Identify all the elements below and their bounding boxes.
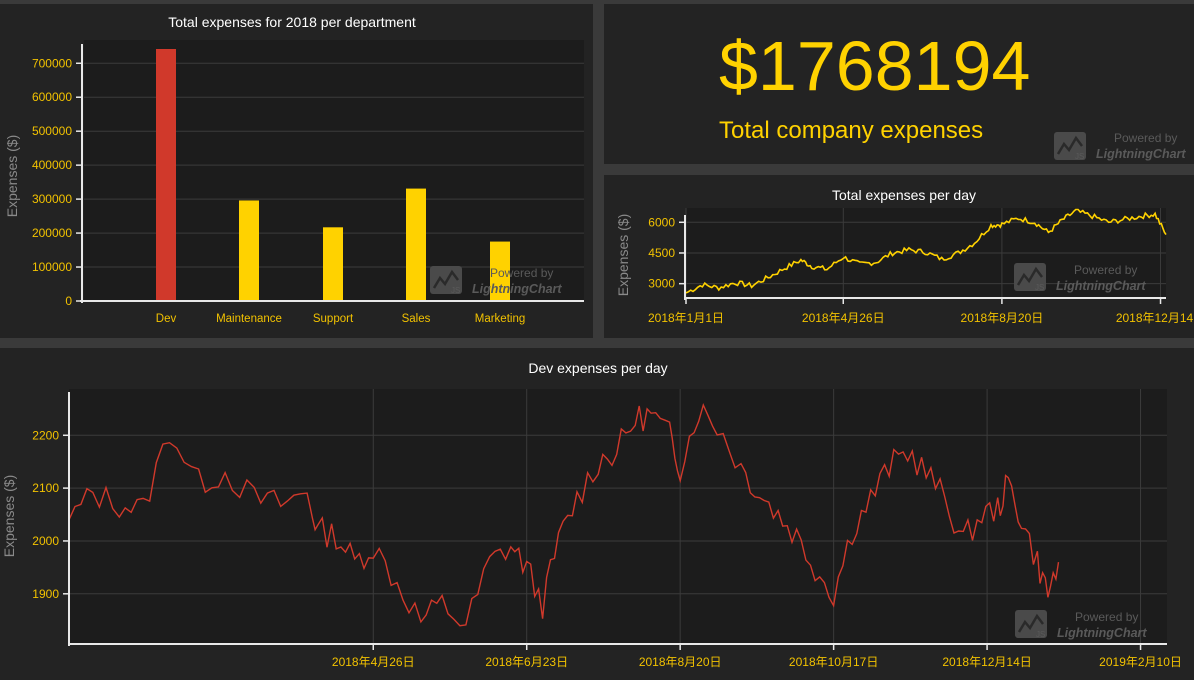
watermark-line2: LightningChart (472, 282, 562, 296)
dev-watermark: JS Powered by LightningChart (1015, 610, 1147, 640)
dept-y-tick-label: 0 (65, 294, 72, 308)
dept-expenses-panel: 0 100000 200000 300000 400000 500000 600000 700… (0, 4, 593, 338)
dev-x-tick-label: 2018年10月17日 (789, 655, 878, 669)
watermark-line2: LightningChart (1056, 279, 1146, 293)
dev-x-tick-label: 2018年6月23日 (485, 655, 568, 669)
total-expenses-line (685, 208, 1167, 294)
dept-x-tick-label: Support (313, 313, 354, 325)
dept-x-tick-label: Dev (156, 313, 177, 325)
kpi-label: Total company expenses (719, 117, 984, 144)
total-per-day-panel: 3000 4500 6000 2018年1月1日 2018年4月26日 2018年8月20… (604, 175, 1194, 338)
dept-y-tick-label: 200000 (32, 226, 72, 240)
dept-y-tick-label: 400000 (32, 158, 72, 172)
dept-y-tick-label: 500000 (32, 124, 72, 138)
total-per-day-chart: 3000 4500 6000 2018年1月1日 2018年4月26日 2018年8月20… (615, 187, 1194, 325)
kpi-panel: $1768194 Total company expenses JS Power… (604, 4, 1194, 164)
dept-bar-sales (406, 188, 426, 301)
dept-y-tick-label: 600000 (32, 90, 72, 104)
dept-x-tick-label: Marketing (475, 313, 526, 325)
dept-bar-maintenance (239, 200, 259, 301)
dev-y-axis-label: Expenses ($) (1, 475, 17, 557)
dev-expenses-line (68, 402, 1060, 627)
watermark-line1: Powered by (1114, 131, 1177, 145)
dept-expenses-chart: 0 100000 200000 300000 400000 500000 600000 700… (4, 14, 584, 325)
dept-y-tick-label: 300000 (32, 192, 72, 206)
dept-bar-support (323, 227, 343, 301)
kpi-value: $1768194 (719, 27, 1031, 105)
total-y-axis-label: Expenses ($) (615, 214, 631, 296)
watermark-mark: JS (1036, 630, 1045, 639)
dept-y-tick-label: 700000 (32, 56, 72, 70)
dept-x-tick-label: Maintenance (216, 313, 282, 325)
dev-per-day-panel: 1900 2000 2100 2200 2018年4月26日 2018年6月23日 2018… (0, 348, 1194, 680)
dept-watermark: JS Powered by LightningChart (430, 266, 562, 296)
watermark-line1: Powered by (1074, 263, 1137, 277)
dev-y-tick-label: 2000 (32, 534, 59, 548)
dept-bar-dev (156, 49, 176, 301)
dept-chart-title: Total expenses for 2018 per department (168, 14, 416, 30)
dev-x-tick-label: 2018年4月26日 (332, 655, 415, 669)
kpi-watermark: JS Powered by LightningChart (1054, 131, 1186, 161)
dev-y-tick-label: 2100 (32, 481, 59, 495)
dept-y-tick-label: 100000 (32, 260, 72, 274)
total-x-tick-label: 2018年4月26日 (802, 311, 885, 325)
dept-y-axis-label: Expenses ($) (4, 135, 20, 217)
watermark-line1: Powered by (1075, 610, 1138, 624)
total-y-tick-label: 4500 (648, 246, 675, 260)
dept-bar-marketing (490, 241, 510, 301)
dev-x-tick-label: 2019年2月10日 (1099, 655, 1182, 669)
dev-x-tick-label: 2018年12月14日 (942, 655, 1031, 669)
dev-y-tick-label: 1900 (32, 587, 59, 601)
watermark-line2: LightningChart (1057, 626, 1147, 640)
total-x-tick-label: 2018年12月14日 (1116, 311, 1194, 325)
watermark-line1: Powered by (490, 266, 553, 280)
dev-y-tick-label: 2200 (32, 428, 59, 442)
dev-per-day-chart: 1900 2000 2100 2200 2018年4月26日 2018年6月23日 2018… (1, 360, 1182, 669)
dev-plot-area (69, 389, 1167, 644)
dept-x-tick-label: Sales (402, 313, 431, 325)
total-x-tick-label: 2018年1月1日 (648, 311, 724, 325)
total-x-tick-label: 2018年8月20日 (961, 311, 1044, 325)
watermark-mark: JS (451, 286, 460, 295)
total-watermark: JS Powered by LightningChart (1014, 263, 1146, 293)
dev-chart-title: Dev expenses per day (528, 360, 667, 376)
total-y-tick-label: 3000 (648, 277, 675, 291)
watermark-mark: JS (1075, 152, 1084, 161)
total-y-tick-label: 6000 (648, 215, 675, 229)
total-chart-title: Total expenses per day (832, 187, 976, 203)
dev-x-tick-label: 2018年8月20日 (639, 655, 722, 669)
watermark-line2: LightningChart (1096, 147, 1186, 161)
watermark-mark: JS (1035, 283, 1044, 292)
